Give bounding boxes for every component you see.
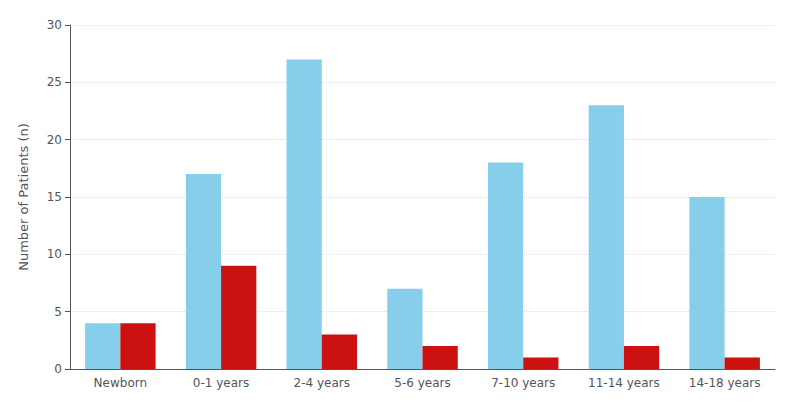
svg-text:2-4 years: 2-4 years [294, 376, 350, 390]
svg-text:5: 5 [54, 305, 62, 319]
svg-text:15: 15 [47, 190, 62, 204]
svg-text:11-14 years: 11-14 years [588, 376, 660, 390]
svg-text:20: 20 [47, 133, 62, 147]
svg-text:14-18 years: 14-18 years [689, 376, 761, 390]
svg-text:7-10 years: 7-10 years [491, 376, 555, 390]
svg-text:0-1 years: 0-1 years [193, 376, 249, 390]
svg-text:30: 30 [47, 18, 62, 32]
svg-text:0: 0 [54, 362, 62, 376]
svg-text:25: 25 [47, 75, 62, 89]
svg-text:5-6 years: 5-6 years [394, 376, 450, 390]
svg-text:Number of Patients (n): Number of Patients (n) [16, 123, 31, 271]
svg-text:10: 10 [47, 247, 62, 261]
svg-text:Newborn: Newborn [94, 376, 147, 390]
